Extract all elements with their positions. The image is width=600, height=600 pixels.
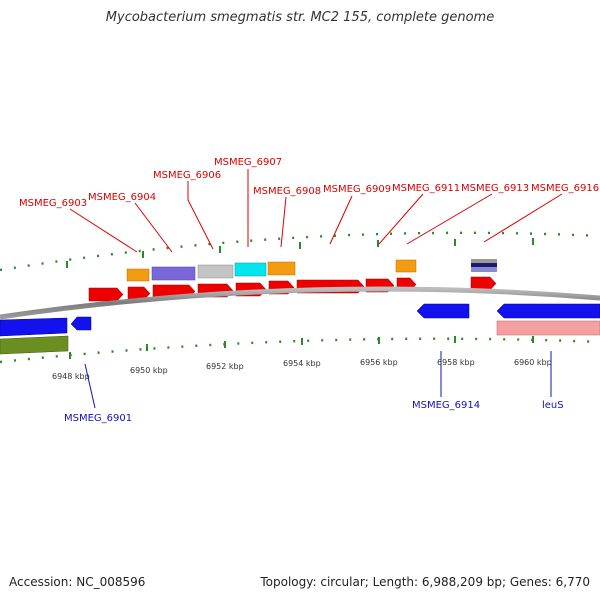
feature-box [234,262,267,277]
gene-label: MSMEG_6907 [214,157,282,168]
feature-box [126,268,150,282]
feature-box [151,266,196,281]
scale-labels: 6948 kbp 6950 kbp 6952 kbp 6954 kbp 6956… [52,358,552,381]
forward-gene-labels: MSMEG_6903 MSMEG_6904 MSMEG_6906 MSMEG_6… [19,157,599,209]
gene-arrow [496,303,600,319]
gene-label: MSMEG_6913 [461,183,529,194]
feature-box [471,259,497,263]
gene-label: MSMEG_6916 [531,183,599,194]
feature-box [197,264,234,279]
tick-label: 6950 kbp [130,366,168,375]
gene-label: MSMEG_6906 [153,170,221,181]
gene-arrow [470,276,497,291]
gene-label: MSMEG_6911 [392,183,460,194]
gene-label: MSMEG_6904 [88,192,156,203]
gene-label: MSMEG_6901 [64,413,132,424]
gene-arrow [0,317,68,337]
gene-label: MSMEG_6908 [253,186,321,197]
tick-label: 6948 kbp [52,372,90,381]
gene-arrow [416,303,470,319]
gene-arrow [127,286,151,301]
gene-arrow [88,287,124,302]
map-title: Mycobacterium smegmatis str. MC2 155, co… [105,10,495,25]
tick-label: 6952 kbp [206,362,244,371]
forward-leader-lines [69,169,563,253]
feature-box [395,259,417,273]
inner-tick-ring [0,336,600,364]
genome-backbone [0,286,600,320]
tick-label: 6960 kbp [514,358,552,367]
reverse-gene-labels: MSMEG_6901 MSMEG_6914 leuS [64,400,564,424]
feature-box [267,261,296,276]
tick-label: 6958 kbp [437,358,475,367]
gene-label: MSMEG_6903 [19,198,87,209]
tick-label: 6954 kbp [283,359,321,368]
feature-box [471,263,497,267]
outer-tick-ring [0,231,600,272]
reverse-leader-lines [84,351,552,409]
tick-label: 6956 kbp [360,358,398,367]
reverse-genes [0,303,600,355]
gene-arrow [70,316,92,331]
feature-box [0,335,69,355]
gene-label: leuS [542,400,564,411]
feature-box [471,267,497,272]
gene-label: MSMEG_6909 [323,184,391,195]
gene-label: MSMEG_6914 [412,400,480,411]
feature-box [496,320,600,336]
feature-track [126,259,497,282]
accession-text: Accession: NC_008596 [9,575,146,589]
genome-summary: Topology: circular; Length: 6,988,209 bp… [260,575,590,589]
